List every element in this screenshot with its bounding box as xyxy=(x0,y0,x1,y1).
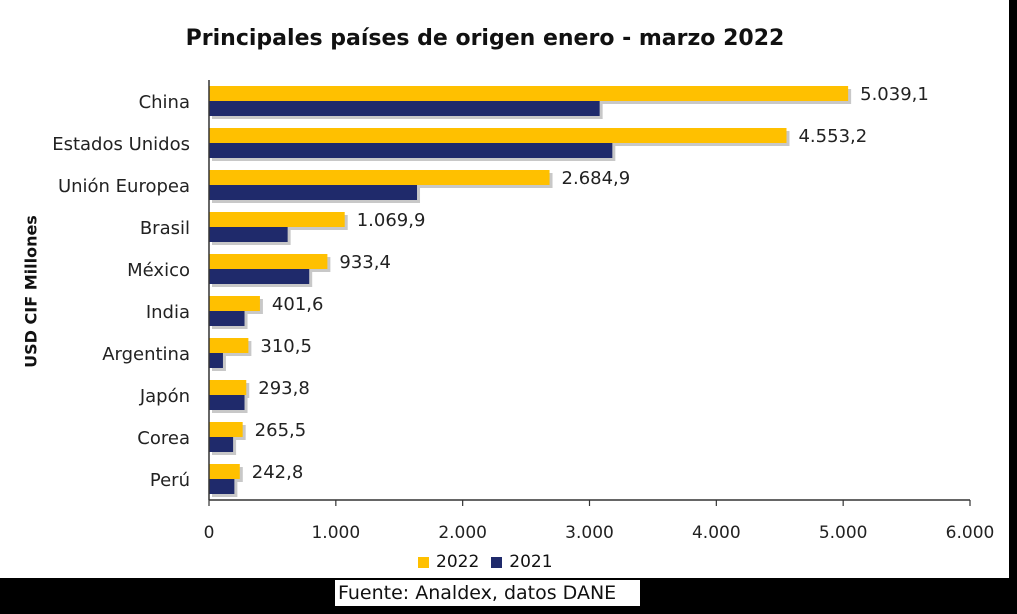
legend-item-2022: 2022 xyxy=(418,552,479,572)
x-tick-label: 1.000 xyxy=(311,523,360,543)
source-note: Fuente: Analdex, datos DANE xyxy=(335,580,640,606)
bar-2021 xyxy=(209,269,310,284)
data-label: 401,6 xyxy=(272,294,324,315)
legend-label-2022: 2022 xyxy=(436,552,480,572)
category-label: India xyxy=(146,302,190,323)
x-tick-label: 6.000 xyxy=(946,523,995,543)
bar-2021 xyxy=(209,395,245,410)
bar-2021 xyxy=(209,353,223,368)
data-label: 293,8 xyxy=(258,378,310,399)
legend-swatch-2021 xyxy=(491,556,503,568)
category-label: Brasil xyxy=(140,218,190,239)
data-label: 265,5 xyxy=(255,420,307,441)
bar-2021 xyxy=(209,143,613,158)
data-label: 5.039,1 xyxy=(860,84,929,105)
bar-2022 xyxy=(209,170,550,185)
bar-2021 xyxy=(209,311,245,326)
data-label: 933,4 xyxy=(339,252,391,273)
x-tick-label: 4.000 xyxy=(692,523,741,543)
bar-2021 xyxy=(209,101,600,116)
category-label: Perú xyxy=(150,470,190,491)
x-tick-label: 0 xyxy=(204,523,215,543)
x-tick-label: 2.000 xyxy=(438,523,487,543)
legend: 2022 2021 xyxy=(418,552,565,572)
bar-2022 xyxy=(209,464,240,479)
bar-2021 xyxy=(209,227,288,242)
bar-2022 xyxy=(209,380,247,395)
bar-2021 xyxy=(209,479,235,494)
legend-label-2021: 2021 xyxy=(509,552,553,572)
data-label: 1.069,9 xyxy=(357,210,426,231)
category-label: Estados Unidos xyxy=(52,134,190,155)
legend-swatch-2022 xyxy=(418,556,429,568)
bar-2022 xyxy=(209,86,849,101)
bar-2022 xyxy=(209,212,345,227)
bar-2021 xyxy=(209,185,418,200)
x-tick-label: 3.000 xyxy=(565,523,614,543)
legend-item-2021: 2021 xyxy=(491,552,553,572)
category-label: México xyxy=(127,260,190,281)
x-tick-label: 5.000 xyxy=(819,523,868,543)
data-label: 310,5 xyxy=(260,336,312,357)
bar-2022 xyxy=(209,422,243,437)
chart-title: Principales países de origen enero - mar… xyxy=(185,26,785,51)
data-label: 242,8 xyxy=(252,462,304,483)
bar-2022 xyxy=(209,338,249,353)
data-label: 2.684,9 xyxy=(562,168,631,189)
bar-2022 xyxy=(209,296,260,311)
category-label: China xyxy=(139,92,190,113)
bar-2021 xyxy=(209,437,234,452)
chart-panel: Principales países de origen enero - mar… xyxy=(0,0,1009,578)
category-label: Argentina xyxy=(102,344,190,365)
bar-2022 xyxy=(209,128,787,143)
category-label: Corea xyxy=(137,428,190,449)
bar-2022 xyxy=(209,254,328,269)
bar-chart: China 5.039,1 Estados Unidos 4.553,2 Unión E… xyxy=(52,80,995,543)
data-label: 4.553,2 xyxy=(798,126,867,147)
category-label: Japón xyxy=(139,386,190,407)
category-label: Unión Europea xyxy=(58,176,190,197)
